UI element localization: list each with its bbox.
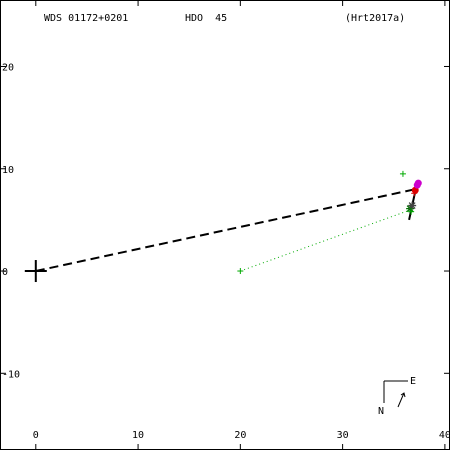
- observation-marks: [237, 170, 422, 275]
- observation-point: [411, 190, 418, 197]
- residual-line: [240, 209, 412, 272]
- x-tick-label: 40: [439, 430, 450, 441]
- observation-point: [399, 170, 406, 177]
- y-tick-label: 10: [2, 165, 14, 176]
- header-discoverer: HDO 45: [185, 13, 227, 24]
- observation-point: [408, 201, 417, 210]
- observation-point: [414, 179, 422, 187]
- y-tick-label: -10: [2, 369, 20, 380]
- observation-point: [408, 208, 415, 215]
- star-mark: [408, 201, 417, 210]
- y-tick-label: 20: [2, 62, 14, 73]
- axis-tick-labels: 0 10 20 30 40 20 10 0 -10: [2, 62, 450, 441]
- plot-lines: [24, 181, 419, 283]
- compass-east-label: E: [410, 376, 416, 387]
- x-tick-label: 10: [132, 430, 144, 441]
- circle-mark: [414, 179, 422, 187]
- motion-arrow-icon: [397, 392, 406, 408]
- star-mark: [406, 204, 415, 213]
- compass-rose: E N: [378, 376, 416, 417]
- x-tick-label: 0: [33, 430, 39, 441]
- periastron-line: [35, 188, 416, 273]
- observation-point: [406, 204, 415, 213]
- header-wds-id: WDS 01172+0201: [44, 13, 128, 24]
- compass-north-label: N: [378, 406, 384, 417]
- y-tick-label: 0: [2, 267, 8, 278]
- header-orbit-ref: (Hrt2017a): [345, 13, 405, 24]
- observation-point: [237, 268, 244, 275]
- x-tick-label: 20: [234, 430, 246, 441]
- x-tick-label: 30: [337, 430, 349, 441]
